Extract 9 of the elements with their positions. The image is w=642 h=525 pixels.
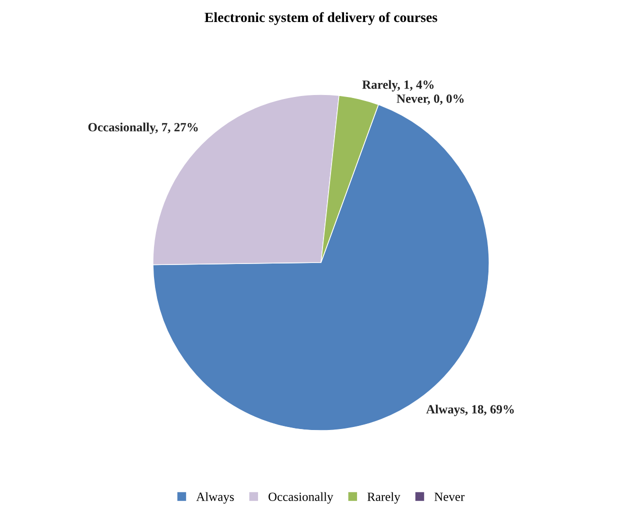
- text: Never, 0, 0%: [396, 94, 464, 105]
- data-label: Occasionally, 7, 27%: [88, 122, 198, 134]
- legend-label: Rarely: [367, 492, 400, 504]
- legend-label: Never: [434, 492, 465, 502]
- legend-label: Always: [196, 492, 234, 504]
- legend-label: Occasionally: [268, 492, 334, 504]
- data-label: Always, 18, 69%: [426, 404, 514, 416]
- chart-title: Electronic system of delivery of courses: [204, 12, 438, 25]
- data-label: Rarely, 1, 4%: [362, 80, 434, 92]
